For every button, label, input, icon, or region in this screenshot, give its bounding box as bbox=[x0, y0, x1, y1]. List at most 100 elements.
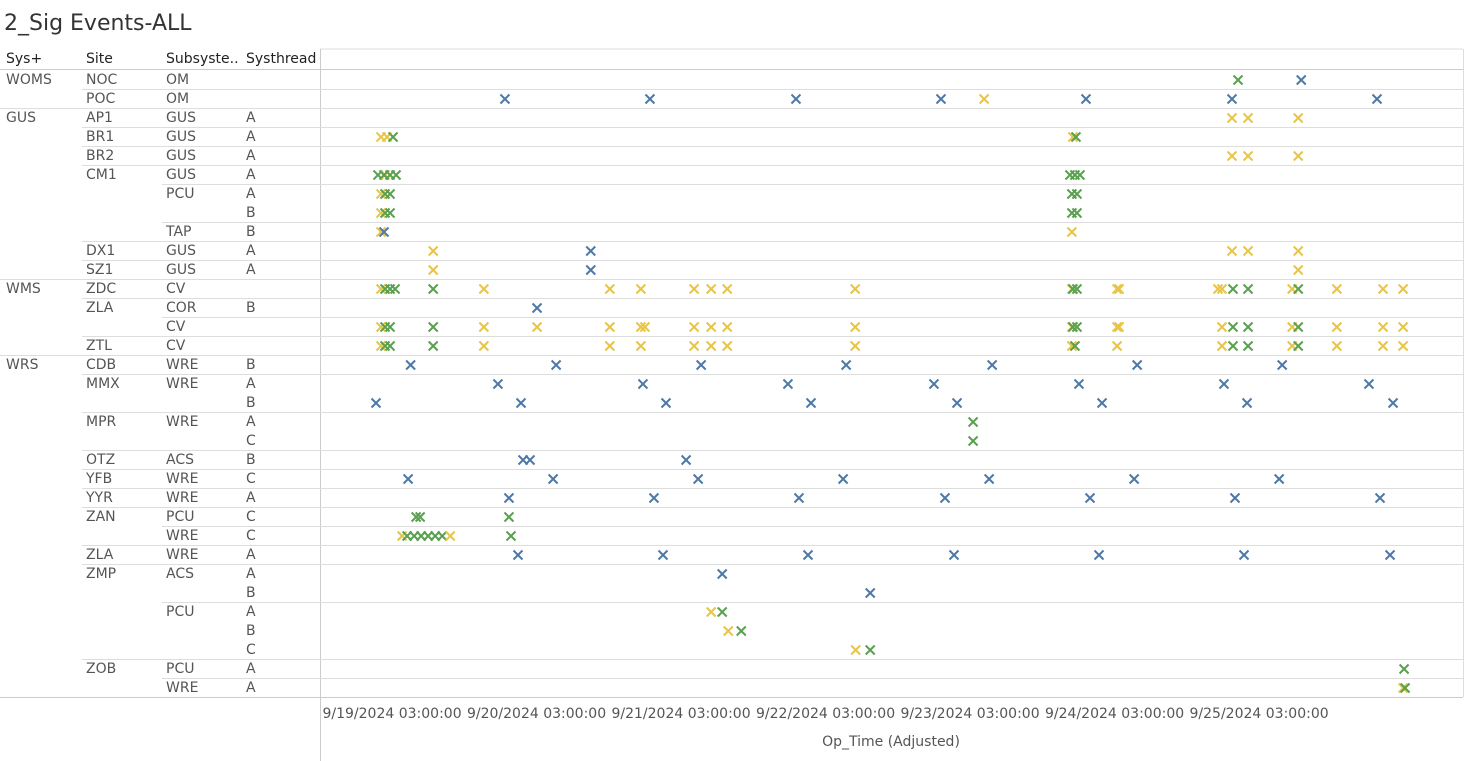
row-label: B bbox=[246, 452, 256, 468]
event-mark bbox=[604, 340, 616, 352]
event-mark bbox=[1384, 549, 1396, 561]
event-mark bbox=[1067, 321, 1079, 333]
event-mark bbox=[688, 340, 700, 352]
event-mark bbox=[705, 321, 717, 333]
event-mark bbox=[849, 321, 861, 333]
event-mark bbox=[849, 340, 861, 352]
event-mark bbox=[1113, 321, 1125, 333]
event-mark bbox=[384, 207, 396, 219]
row-label: AP1 bbox=[86, 110, 113, 126]
x-tick-label: 9/20/2024 03:00:00 bbox=[467, 706, 606, 722]
event-mark bbox=[1131, 359, 1143, 371]
column-header: Site bbox=[86, 51, 113, 67]
event-mark bbox=[639, 321, 651, 333]
x-tick-label: 9/24/2024 03:00:00 bbox=[1045, 706, 1184, 722]
event-mark bbox=[1218, 378, 1230, 390]
event-mark bbox=[1071, 321, 1083, 333]
row-label: MMX bbox=[86, 376, 120, 392]
row-label: BR1 bbox=[86, 129, 114, 145]
event-mark bbox=[1069, 340, 1081, 352]
row-label: A bbox=[246, 376, 256, 392]
event-mark bbox=[427, 245, 439, 257]
event-mark bbox=[644, 93, 656, 105]
event-mark bbox=[705, 606, 717, 618]
row-label: YYR bbox=[85, 490, 113, 506]
event-mark bbox=[722, 340, 733, 352]
row-label: ZDC bbox=[86, 281, 116, 297]
event-mark bbox=[1241, 397, 1253, 409]
event-mark bbox=[648, 492, 660, 504]
row-label: GUS bbox=[166, 110, 196, 126]
event-mark bbox=[850, 644, 861, 656]
row-label: B bbox=[246, 623, 256, 639]
row-label: OM bbox=[166, 72, 189, 88]
event-mark bbox=[1397, 321, 1409, 333]
event-mark bbox=[437, 530, 448, 542]
event-mark bbox=[967, 435, 979, 447]
event-mark bbox=[692, 473, 704, 485]
event-mark bbox=[402, 473, 414, 485]
event-mark bbox=[1331, 340, 1343, 352]
event-mark bbox=[865, 644, 876, 656]
event-mark bbox=[1273, 473, 1285, 485]
row-label: B bbox=[246, 395, 256, 411]
event-mark bbox=[1226, 245, 1238, 257]
event-mark bbox=[375, 321, 387, 333]
x-tick-label: 9/21/2024 03:00:00 bbox=[611, 706, 750, 722]
row-label: ZAN bbox=[86, 509, 116, 525]
event-mark bbox=[384, 340, 396, 352]
row-label: DX1 bbox=[86, 243, 115, 259]
event-mark bbox=[512, 549, 524, 561]
event-mark bbox=[375, 188, 387, 200]
event-mark bbox=[585, 245, 596, 257]
event-mark bbox=[503, 511, 515, 523]
row-label: ZLA bbox=[86, 300, 114, 316]
event-mark bbox=[705, 340, 717, 352]
row-label: ZOB bbox=[86, 661, 116, 677]
row-label: PCU bbox=[166, 509, 194, 525]
event-mark bbox=[604, 283, 616, 295]
row-label: TAP bbox=[165, 224, 191, 240]
row-label: A bbox=[246, 414, 256, 430]
event-mark bbox=[1331, 283, 1343, 295]
row-label: WRE bbox=[166, 680, 198, 696]
event-mark bbox=[716, 606, 728, 618]
event-mark bbox=[837, 473, 849, 485]
row-label: A bbox=[246, 490, 256, 506]
row-label: A bbox=[246, 262, 256, 278]
row-label: B bbox=[246, 300, 256, 316]
event-mark bbox=[1111, 321, 1123, 333]
event-mark bbox=[680, 454, 692, 466]
event-mark bbox=[1113, 283, 1125, 295]
event-mark bbox=[1073, 378, 1085, 390]
event-mark bbox=[1071, 283, 1083, 295]
row-label: NOC bbox=[86, 72, 117, 88]
event-mark bbox=[723, 625, 734, 637]
event-mark bbox=[1212, 283, 1224, 295]
row-label: C bbox=[246, 528, 256, 544]
event-mark bbox=[722, 283, 733, 295]
row-label: A bbox=[246, 566, 256, 582]
event-mark bbox=[1067, 131, 1079, 143]
x-tick-label: 9/19/2024 03:00:00 bbox=[322, 706, 461, 722]
event-mark bbox=[1238, 549, 1250, 561]
event-mark bbox=[978, 93, 990, 105]
row-label: ZLA bbox=[86, 547, 114, 563]
row-label: WRE bbox=[166, 414, 198, 430]
row-label: WRE bbox=[166, 490, 198, 506]
row-label: CDB bbox=[86, 357, 116, 373]
event-mark bbox=[635, 283, 647, 295]
row-label: A bbox=[246, 547, 256, 563]
event-mark bbox=[840, 359, 852, 371]
event-mark bbox=[1071, 207, 1083, 219]
event-mark bbox=[604, 321, 616, 333]
event-mark bbox=[1242, 150, 1254, 162]
event-mark bbox=[375, 283, 387, 295]
row-label: GUS bbox=[166, 148, 196, 164]
row-label: A bbox=[246, 604, 256, 620]
event-mark bbox=[1216, 283, 1228, 295]
event-mark bbox=[445, 530, 456, 542]
x-tick-label: 9/25/2024 03:00:00 bbox=[1190, 706, 1329, 722]
event-mark bbox=[503, 492, 515, 504]
